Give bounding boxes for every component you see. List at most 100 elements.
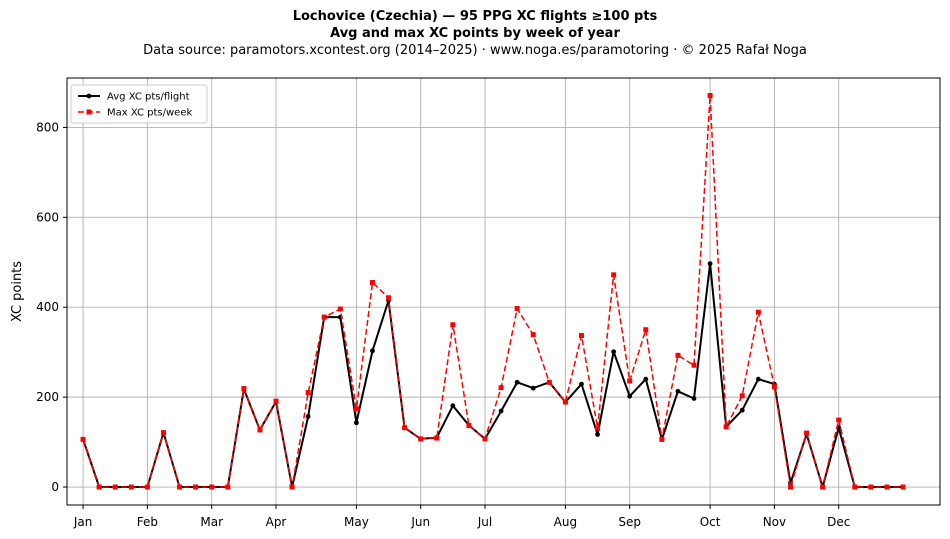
data-point [804,430,810,436]
data-point [466,422,472,428]
x-tick-label: Aug [554,515,577,529]
data-point [643,376,649,382]
data-point [771,384,777,390]
legend-marker [86,93,92,99]
data-point [96,484,102,490]
data-point [530,332,536,338]
data-point [80,436,86,442]
y-tick-label: 600 [36,210,59,224]
data-point [659,436,665,442]
chart-subtitle: Avg and max XC points by week of year [330,26,620,41]
data-point [627,378,633,384]
x-tick-label: Oct [700,515,721,529]
data-point [595,425,601,431]
data-point [707,93,713,99]
data-point [595,432,600,437]
x-tick-label: Dec [827,515,850,529]
legend-label: Max XC pts/week [107,108,192,119]
data-point [337,306,343,312]
series-line [82,262,903,488]
data-point [868,484,874,490]
data-point [611,272,617,278]
legend-box [70,84,208,124]
data-point [257,427,263,433]
data-point [450,322,456,328]
data-point [643,327,649,333]
data-point [193,484,199,490]
x-tick-label: Jul [477,515,492,529]
data-point [723,424,729,430]
data-point [611,349,617,355]
data-point [675,388,681,394]
data-point [739,407,745,413]
x-tick-label: May [344,515,369,529]
data-point [739,393,745,399]
data-point [305,390,311,396]
data-point [900,484,906,490]
data-point [289,484,295,490]
data-source-line: Data source: paramotors.xcontest.org (20… [143,43,807,58]
data-point [884,484,890,490]
data-point [498,408,504,414]
data-point [273,398,279,404]
data-point [691,362,697,368]
data-point [755,309,761,315]
data-point [562,399,568,405]
data-point [144,484,150,490]
data-point [160,430,166,436]
legend-label: Avg XC pts/flight [107,92,190,103]
data-point [353,420,359,426]
data-point [530,385,536,391]
data-point [707,261,713,267]
x-tick-label: Sep [618,515,641,529]
data-point [386,295,392,301]
data-point [691,396,697,401]
y-tick-label: 200 [36,390,59,404]
x-tick-label: Feb [137,515,158,529]
legend: Avg XC pts/flight Max XC pts/week [70,84,208,124]
data-point [675,352,681,358]
data-point [836,417,842,423]
data-point [546,379,552,385]
data-point [305,414,311,419]
data-point [112,484,118,490]
data-point [241,386,247,392]
data-point [225,484,231,490]
data-point [353,406,359,412]
data-point [787,484,793,490]
data-point [482,436,488,442]
data-point [450,403,456,409]
grid-lines [67,78,940,505]
data-point [820,484,826,490]
data-point [177,484,183,490]
data-point [578,333,584,339]
data-point [434,435,440,441]
x-tick-label: Mar [200,515,223,529]
data-point [627,393,633,399]
chart-title-block: Lochovice (Czechia) — 95 PPG XC flights … [0,8,950,59]
x-tick-label: Jun [410,515,430,529]
data-point [579,381,584,387]
plot-frame [66,77,941,506]
y-tick-label: 0 [51,480,59,494]
series-line [82,94,903,488]
data-point [514,379,520,385]
x-tick-label: Nov [763,515,786,529]
data-point [418,436,424,442]
data-point [209,484,215,490]
chart-title: Lochovice (Czechia) — 95 PPG XC flights … [292,9,658,24]
data-point [852,484,858,490]
axis-ticks: Jan Feb Mar Apr May Jun Jul Aug Sep Oct Nov Dec 0 200… [36,120,850,529]
data-point [498,385,504,391]
legend-marker [86,109,92,115]
series-lines [80,93,906,490]
y-tick-label: 400 [36,300,59,314]
data-point [321,314,327,320]
data-point [755,376,761,382]
data-point [128,484,134,490]
data-point [369,280,375,286]
data-point [370,348,375,354]
x-tick-label: Jan [73,515,93,529]
x-tick-label: Apr [266,515,287,529]
